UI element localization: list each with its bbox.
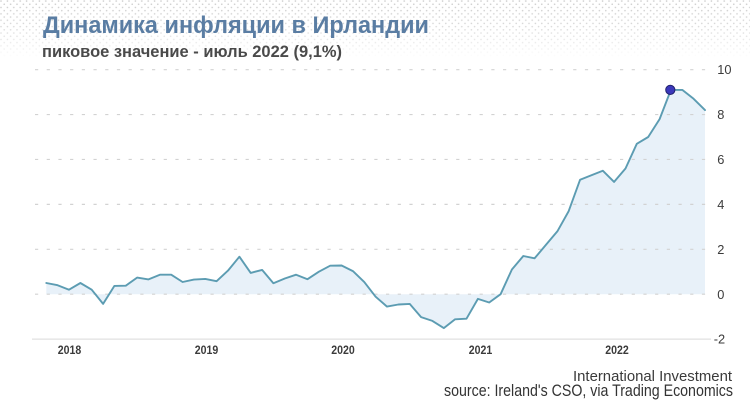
svg-text:8: 8 xyxy=(717,107,724,122)
svg-text:пиковое значение - июль 2022 (: пиковое значение - июль 2022 (9,1%) xyxy=(42,42,342,61)
svg-text:10: 10 xyxy=(717,62,731,77)
svg-text:Динамика инфляции в Ирландии: Динамика инфляции в Ирландии xyxy=(43,12,429,39)
svg-text:0: 0 xyxy=(717,287,724,302)
svg-text:2019: 2019 xyxy=(195,345,219,357)
svg-text:4: 4 xyxy=(717,197,724,212)
svg-text:2: 2 xyxy=(717,242,724,257)
svg-text:-2: -2 xyxy=(714,332,725,347)
svg-text:2021: 2021 xyxy=(469,345,493,357)
svg-text:2020: 2020 xyxy=(331,345,355,357)
svg-text:source: Ireland's CSO, via Tra: source: Ireland's CSO, via Trading Econo… xyxy=(444,382,733,400)
svg-text:2018: 2018 xyxy=(58,345,82,357)
svg-text:International Investment: International Investment xyxy=(573,368,733,385)
svg-text:2022: 2022 xyxy=(605,345,629,357)
svg-text:6: 6 xyxy=(717,152,724,167)
